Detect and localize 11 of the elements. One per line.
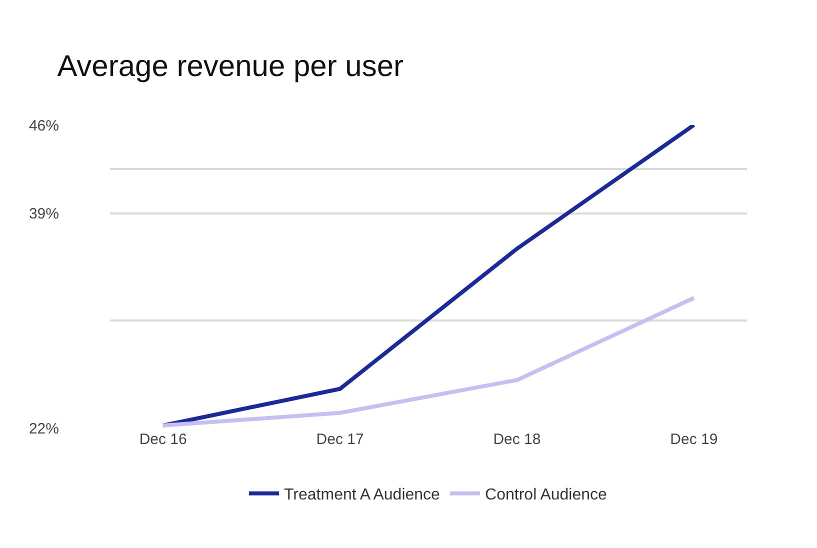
y-tick-label: 39% [28, 206, 59, 223]
x-tick-label: Dec 16 [139, 431, 187, 448]
chart-title: Average revenue per user [57, 50, 404, 83]
y-tick-label: 22% [28, 420, 59, 438]
x-tick-label: Dec 18 [493, 431, 541, 448]
legend-label: Control Audience [485, 486, 608, 504]
x-tick-label: Dec 17 [316, 431, 364, 448]
y-tick-label: 46% [28, 117, 59, 134]
legend-label: Treatment A Audience [284, 486, 440, 504]
x-tick-label: Dec 19 [670, 431, 718, 448]
line-series [161, 296, 696, 428]
